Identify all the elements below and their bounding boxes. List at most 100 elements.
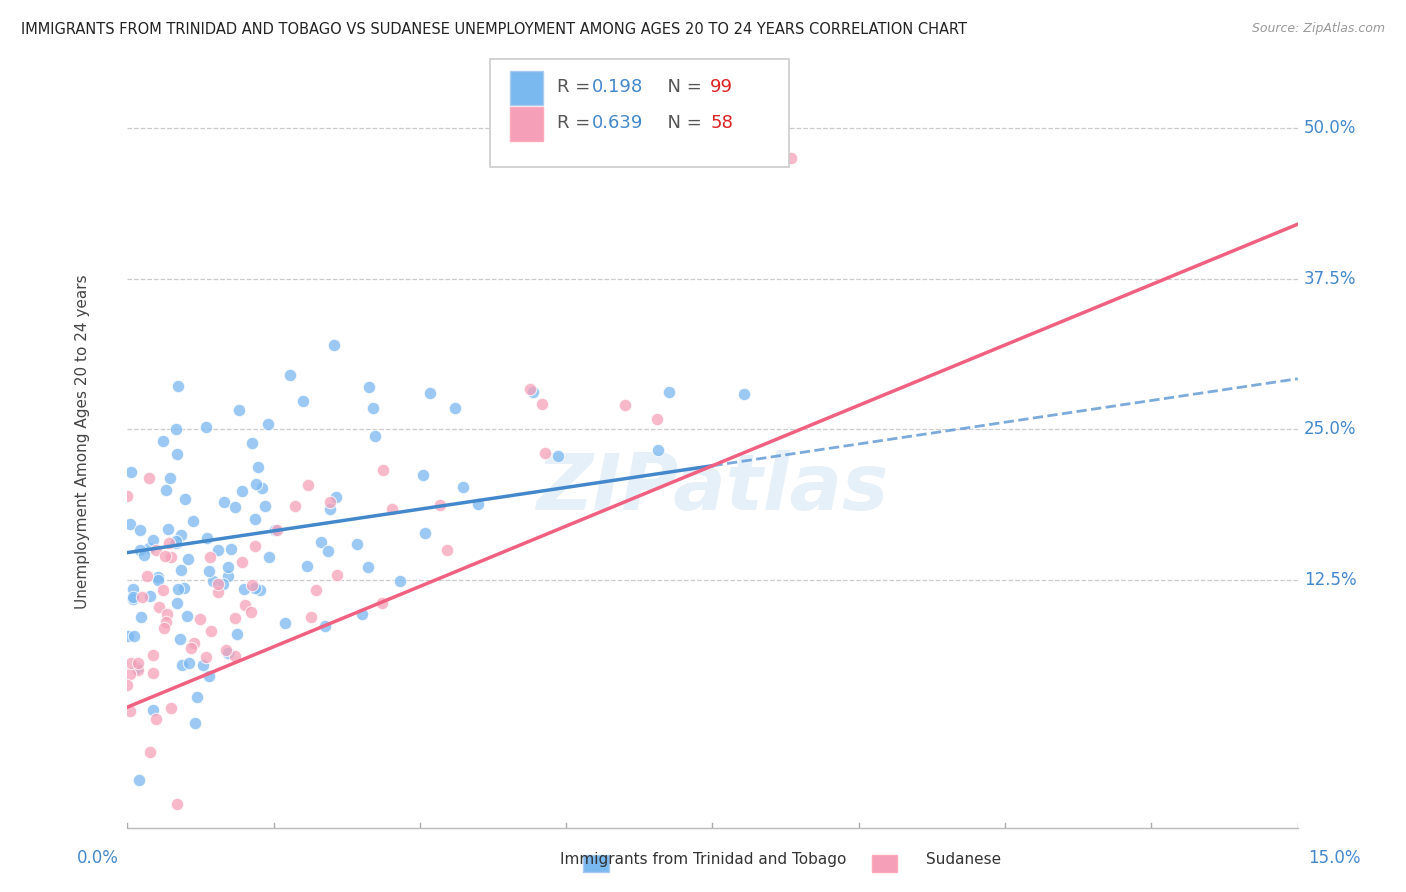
Point	[179, 656, 201, 670]
FancyBboxPatch shape	[491, 59, 789, 167]
Point	[357, 380, 380, 394]
Point	[152, 434, 174, 448]
Point	[305, 582, 328, 597]
Text: Unemployment Among Ages 20 to 24 years: Unemployment Among Ages 20 to 24 years	[75, 274, 90, 609]
Point	[207, 584, 229, 599]
Point	[389, 574, 412, 588]
Point	[198, 549, 221, 564]
Point	[169, 632, 191, 646]
Point	[201, 574, 224, 588]
Point	[226, 626, 249, 640]
Point	[166, 447, 188, 461]
Point	[167, 379, 190, 393]
Point	[231, 484, 253, 499]
Point	[131, 591, 153, 605]
Point	[121, 582, 143, 596]
Point	[309, 535, 332, 549]
Point	[198, 668, 221, 682]
Point	[284, 500, 307, 514]
Text: 58: 58	[710, 114, 733, 132]
Point	[170, 563, 193, 577]
Point	[212, 577, 235, 591]
Text: Immigrants from Trinidad and Tobago: Immigrants from Trinidad and Tobago	[560, 852, 846, 867]
Point	[252, 481, 274, 495]
Point	[152, 583, 174, 598]
Point	[152, 621, 174, 635]
Point	[195, 420, 218, 434]
Point	[176, 608, 198, 623]
Point	[191, 658, 214, 673]
Point	[217, 559, 239, 574]
Bar	[583, 855, 609, 872]
Point	[647, 442, 669, 457]
Point	[120, 466, 142, 480]
Point	[318, 502, 340, 516]
Point	[141, 533, 163, 548]
Point	[142, 703, 165, 717]
Point	[228, 403, 250, 417]
Point	[122, 629, 145, 643]
Point	[257, 417, 280, 431]
Text: N =: N =	[657, 114, 707, 132]
Point	[224, 648, 246, 663]
Point	[534, 445, 557, 459]
Point	[148, 600, 170, 615]
Point	[212, 495, 235, 509]
Text: 15.0%: 15.0%	[1309, 849, 1361, 867]
Point	[318, 494, 340, 508]
Point	[184, 716, 207, 731]
Point	[239, 606, 262, 620]
Point	[356, 559, 378, 574]
Text: IMMIGRANTS FROM TRINIDAD AND TOBAGO VS SUDANESE UNEMPLOYMENT AMONG AGES 20 TO 24: IMMIGRANTS FROM TRINIDAD AND TOBAGO VS S…	[21, 22, 967, 37]
Point	[155, 483, 177, 497]
Point	[352, 607, 374, 622]
Point	[120, 656, 142, 670]
Point	[117, 489, 139, 503]
Point	[323, 338, 346, 352]
Point	[166, 596, 188, 610]
Point	[125, 661, 148, 675]
Point	[117, 629, 139, 643]
Point	[166, 534, 188, 549]
Point	[139, 589, 162, 603]
Point	[436, 543, 458, 558]
Point	[138, 541, 160, 555]
Point	[153, 549, 176, 563]
Point	[170, 528, 193, 542]
Text: Source: ZipAtlas.com: Source: ZipAtlas.com	[1251, 22, 1385, 36]
Point	[547, 449, 569, 463]
Point	[128, 772, 150, 787]
Point	[316, 543, 339, 558]
Point	[733, 386, 755, 401]
Point	[364, 429, 387, 443]
Point	[242, 435, 264, 450]
Point	[120, 517, 142, 532]
Point	[443, 401, 465, 416]
Point	[177, 552, 200, 566]
Point	[198, 564, 221, 578]
Point	[165, 535, 187, 549]
Point	[243, 539, 266, 553]
Point	[138, 471, 160, 485]
Point	[243, 512, 266, 526]
Point	[127, 663, 149, 677]
Point	[243, 581, 266, 595]
Point	[172, 658, 194, 673]
Point	[207, 576, 229, 591]
Point	[381, 502, 404, 516]
Point	[531, 397, 554, 411]
Point	[314, 619, 336, 633]
Text: 37.5%: 37.5%	[1303, 269, 1357, 287]
Point	[361, 401, 384, 416]
Point	[120, 704, 142, 718]
Point	[453, 480, 475, 494]
Point	[155, 615, 177, 629]
Point	[614, 398, 637, 412]
Point	[122, 591, 145, 606]
Point	[645, 412, 668, 426]
Point	[180, 641, 202, 656]
Point	[254, 499, 277, 513]
Point	[207, 542, 229, 557]
Point	[263, 523, 285, 537]
Point	[297, 477, 319, 491]
